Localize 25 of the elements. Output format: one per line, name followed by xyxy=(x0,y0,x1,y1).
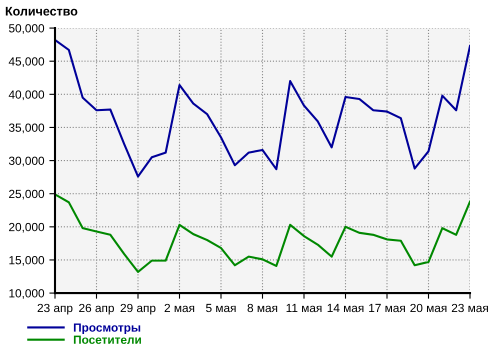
x-tick-label: 17 мая xyxy=(369,304,405,312)
y-axis-title: Количество xyxy=(6,6,78,16)
x-tick-label: 26 апр xyxy=(79,304,114,315)
x-tick-label: 8 мая xyxy=(248,304,278,312)
x-tick-label: 11 мая xyxy=(286,304,322,312)
x-tick-label: 2 мая xyxy=(164,304,194,312)
line-series xyxy=(55,38,470,178)
y-tick-label: 30,000 xyxy=(8,156,44,166)
y-tick-label: 50,000 xyxy=(8,24,44,34)
x-tick-label: 23 мая xyxy=(452,304,488,312)
x-tick-label: 23 апр xyxy=(38,304,72,315)
y-tick-label: 35,000 xyxy=(8,123,44,134)
line-series xyxy=(55,193,470,273)
y-tick-label: 45,000 xyxy=(8,57,44,67)
y-tick-label: 25,000 xyxy=(9,190,44,200)
y-tick-label: 40,000 xyxy=(8,90,44,100)
y-tick-label: 15,000 xyxy=(9,256,44,266)
x-tick-label: 5 мая xyxy=(206,304,236,312)
y-tick-label: 10,000 xyxy=(9,289,44,299)
x-tick-label: 20 мая xyxy=(410,304,446,312)
x-tick-label: 14 мая xyxy=(328,304,364,312)
legend-label: Посетители xyxy=(74,336,141,344)
x-tick-label: 29 апр xyxy=(120,304,156,315)
legend-label: Просмотры xyxy=(74,323,140,334)
y-tick-label: 20,000 xyxy=(9,222,44,233)
